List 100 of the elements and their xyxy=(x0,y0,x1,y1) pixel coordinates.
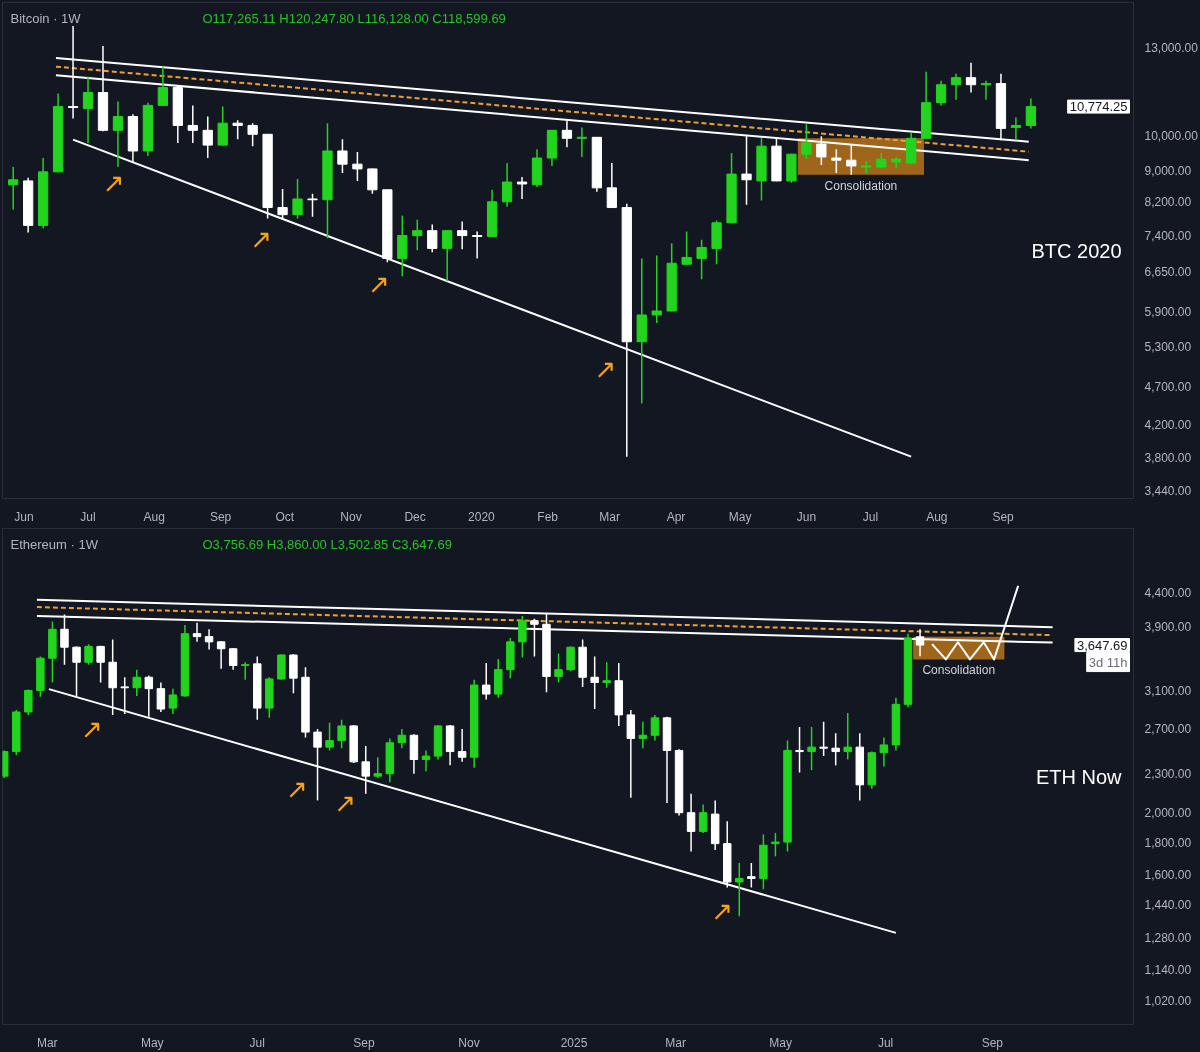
annotation: ↗ xyxy=(285,773,308,804)
candlestick xyxy=(590,655,599,710)
candlestick xyxy=(950,73,962,101)
candlestick xyxy=(204,628,214,651)
candlestick xyxy=(24,688,33,716)
x-tick-label: Sep xyxy=(992,509,1015,524)
y-tick-label: 5,900.00 xyxy=(1144,304,1192,319)
candlestick xyxy=(518,615,527,659)
annotation: ETH Now xyxy=(1035,765,1123,788)
text: O117,265.11 H120,247.80 L116,128.00 C118,599.69 xyxy=(202,10,506,26)
x-tick-label: Jul xyxy=(862,509,879,524)
candlestick xyxy=(807,726,816,771)
candlestick xyxy=(935,79,947,107)
y-tick-label: 7,400.00 xyxy=(1144,229,1192,244)
candlestick xyxy=(442,229,453,283)
x-tick-label: Sep xyxy=(209,509,232,524)
text: O3,756.69 H3,860.00 L3,502.85 C3,647.69 xyxy=(202,536,452,552)
y-tick-label: 3,100.00 xyxy=(1144,683,1192,698)
candlestick xyxy=(8,166,19,211)
candlestick xyxy=(606,162,617,209)
candlestick xyxy=(337,138,348,174)
candlestick xyxy=(289,653,298,694)
y-tick-label: 13,000.00 xyxy=(1144,41,1199,56)
candlestick xyxy=(84,643,93,666)
text: Ethereum · 1W xyxy=(10,536,99,552)
candlestick xyxy=(516,176,528,200)
x-tick-label: Aug xyxy=(143,509,165,524)
candlestick xyxy=(831,148,842,174)
candlestick xyxy=(168,687,178,715)
y-tick-label: 1,800.00 xyxy=(1144,835,1192,850)
candlestick xyxy=(819,721,828,757)
candlestick xyxy=(879,736,889,768)
candlestick xyxy=(247,122,258,147)
y-tick-label: 1,440.00 xyxy=(1144,897,1192,912)
annotation: BTC 2020 xyxy=(1031,239,1122,262)
x-tick-label: Jul xyxy=(80,509,96,524)
y-tick-label: 2,300.00 xyxy=(1144,767,1192,782)
candlestick xyxy=(240,661,250,681)
y-tick-label: 9,000.00 xyxy=(1144,163,1192,178)
candlestick xyxy=(801,123,812,160)
candlestick xyxy=(650,714,660,742)
x-tick-label: May xyxy=(140,1035,164,1050)
annotation: ↗ xyxy=(334,787,356,818)
candlestick xyxy=(626,709,636,799)
y-tick-label: 8,200.00 xyxy=(1144,194,1192,209)
candlestick xyxy=(651,254,662,324)
candlestick xyxy=(337,719,346,749)
candlestick xyxy=(292,178,303,220)
y-tick-label: 5,300.00 xyxy=(1144,340,1192,355)
candlestick xyxy=(82,75,94,144)
candlestick xyxy=(457,728,467,763)
candlestick xyxy=(457,220,468,251)
y-tick-label: 2,000.00 xyxy=(1144,806,1192,821)
y-tick-label: 10,000.00 xyxy=(1144,128,1199,143)
y-tick-label: 3,440.00 xyxy=(1144,484,1192,499)
annotation: ↗ xyxy=(250,223,273,254)
candlestick xyxy=(561,119,573,148)
y-tick-label: 2,700.00 xyxy=(1144,722,1192,737)
candlestick xyxy=(795,726,804,774)
x-tick-label: Mar xyxy=(599,509,621,524)
candlestick xyxy=(1025,97,1037,130)
x-tick-label: Jun xyxy=(796,509,817,524)
x-tick-label: Sep xyxy=(353,1035,376,1050)
y-tick-label: 4,200.00 xyxy=(1144,417,1192,432)
y-tick-label: 1,600.00 xyxy=(1144,868,1192,883)
band-label: Consolidation xyxy=(922,663,996,678)
x-tick-label: Aug xyxy=(926,509,948,524)
candlestick xyxy=(681,230,692,266)
y-tick-label: 6,650.00 xyxy=(1144,264,1192,279)
candlestick xyxy=(232,119,243,141)
candlestick xyxy=(698,803,708,834)
candlestick xyxy=(427,223,438,253)
candlestick xyxy=(373,756,383,779)
candlestick xyxy=(352,151,363,182)
x-tick-label: May xyxy=(769,1035,792,1050)
x-tick-label: Jun xyxy=(14,509,34,524)
y-tick-label: 4,400.00 xyxy=(1144,586,1192,601)
candlestick xyxy=(412,219,423,252)
candlestick xyxy=(843,712,852,761)
x-tick-label: Apr xyxy=(666,509,686,524)
annotation: ↗ xyxy=(711,895,733,926)
candlestick xyxy=(157,65,168,107)
x-tick-label: Sep xyxy=(981,1035,1004,1050)
y-tick-label: 4,700.00 xyxy=(1144,380,1192,395)
y-tick-label: 1,020.00 xyxy=(1144,994,1192,1009)
candlestick xyxy=(686,793,696,853)
candlestick xyxy=(566,645,575,673)
annotation: ↗ xyxy=(102,167,125,198)
candlestick xyxy=(638,721,648,749)
candlestick xyxy=(965,62,977,94)
candlestick xyxy=(602,661,611,689)
annotation: ↗ xyxy=(367,268,390,299)
x-tick-label: May xyxy=(728,509,752,524)
candlestick xyxy=(217,105,228,147)
candlestick xyxy=(132,668,142,697)
candlestick xyxy=(192,622,202,643)
x-tick-label: 2025 xyxy=(560,1035,588,1050)
candlestick xyxy=(397,728,407,749)
candlestick xyxy=(96,644,105,684)
band-label: Consolidation xyxy=(824,178,898,193)
